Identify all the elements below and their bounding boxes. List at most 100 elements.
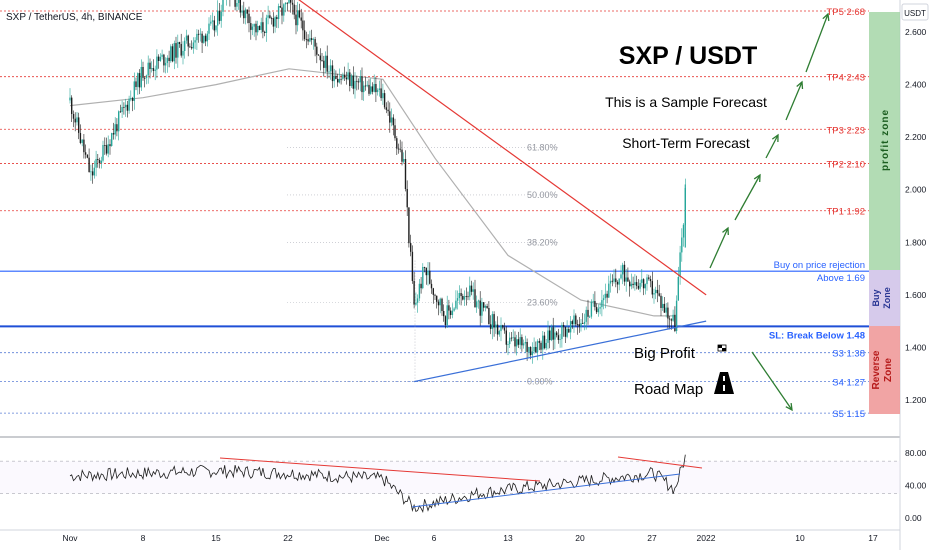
candle-body [514, 337, 516, 347]
candle-body [460, 293, 462, 297]
currency-button-label[interactable]: USDT [904, 9, 926, 18]
candle-body [507, 344, 509, 345]
forecast-line-1: This is a Sample Forecast [605, 94, 767, 110]
candle-body [104, 145, 106, 146]
candle-body [274, 17, 276, 27]
candle-body [361, 76, 363, 93]
candle-body [634, 282, 636, 285]
level-label: S5 1.15 [832, 409, 865, 420]
candle-body [616, 282, 619, 285]
candle-body [623, 264, 626, 282]
candle-body [592, 301, 594, 302]
level-label: TP4 2.43 [826, 73, 865, 84]
candle-body [145, 75, 148, 78]
currency-button[interactable] [901, 3, 929, 21]
reverse-zone-box [869, 326, 900, 414]
forecast-arrowhead [722, 226, 729, 236]
candle-body [171, 46, 174, 62]
candle-body [270, 18, 273, 19]
candle-body [307, 39, 309, 42]
forecast-arrowhead [822, 12, 830, 22]
candle-body [632, 283, 634, 285]
candle-body [672, 314, 674, 321]
forecast-arrow [765, 134, 779, 159]
time-axis[interactable]: Nov 8 15 22 Dec 6 13 20 27 2022 10 17 [62, 533, 878, 543]
candle-body [204, 35, 207, 42]
candle-body [337, 78, 339, 83]
candle-body [444, 316, 447, 325]
price-tick: 2.600 [905, 27, 927, 37]
candle-body [491, 314, 494, 329]
candle-body [477, 300, 480, 302]
candle-body [609, 280, 612, 284]
fib-label: 38.20% [527, 237, 558, 247]
candle-body [111, 133, 113, 146]
fib-levels: 100.00%61.80%50.00%38.20%23.60%0.00% [287, 143, 560, 387]
candle-body [211, 20, 214, 22]
candle-body [173, 43, 175, 62]
candle-body [368, 84, 370, 94]
candle-body [378, 88, 381, 90]
candle-body [387, 109, 389, 112]
candle-body [611, 280, 613, 282]
candle-body [295, 14, 297, 26]
candle-body [571, 321, 573, 325]
candle-body [456, 298, 459, 301]
candle-body [646, 277, 648, 285]
candle-body [533, 347, 535, 352]
candle-body [420, 283, 422, 289]
candle-body [196, 33, 198, 41]
rsi-support [411, 473, 681, 508]
candle-body [675, 300, 678, 331]
candle-body [93, 167, 95, 176]
rsi-axis[interactable]: 80.00 40.00 0.00 [905, 448, 927, 523]
buy-note: Buy on price rejection [774, 260, 865, 271]
price-tick: 1.400 [905, 342, 927, 352]
forecast-line-2: Short-Term Forecast [622, 135, 750, 151]
candle-body [439, 298, 441, 306]
candle-body [164, 62, 167, 66]
candle-body [578, 324, 580, 327]
candle-body [197, 33, 200, 35]
candle-body [264, 31, 266, 33]
candle-body [595, 307, 598, 313]
candle-body [526, 342, 528, 352]
big-profit-label: Big Profit [634, 345, 696, 362]
candle-body [170, 46, 172, 61]
candle-body [284, 2, 287, 5]
candle-body [328, 71, 330, 73]
time-tick: 6 [432, 533, 437, 543]
candle-body [408, 207, 410, 244]
candle-body [324, 55, 327, 68]
candle-body [140, 67, 142, 88]
candle-body [345, 77, 348, 80]
candle-body [528, 347, 530, 352]
candle-body [194, 40, 196, 43]
candle-body [401, 149, 403, 162]
candle-body [217, 10, 219, 26]
candle-body [406, 189, 408, 208]
candle-body [213, 20, 215, 31]
candle-body [342, 74, 344, 79]
candle-body [625, 277, 627, 282]
candle-body [192, 42, 195, 49]
forecast-arrow [785, 81, 803, 121]
candle-body [557, 335, 560, 340]
candle-body [682, 224, 685, 238]
candle-body [681, 237, 683, 253]
candle-body [662, 303, 664, 308]
candle-body [244, 9, 247, 19]
price-axis[interactable]: 2.600 2.400 2.200 2.000 1.800 1.600 1.400 1.200 [905, 27, 927, 405]
fib-label: 23.60% [527, 298, 558, 308]
candle-body [383, 93, 386, 108]
candle-body [561, 325, 563, 340]
candle-body [390, 117, 393, 123]
candle-body [465, 296, 467, 297]
time-tick: 2022 [697, 533, 716, 543]
candle-body [138, 73, 141, 88]
candle-body [281, 7, 283, 16]
candle-body [618, 278, 620, 285]
candle-body [267, 15, 269, 18]
candle-body [597, 308, 600, 313]
candle-body [137, 73, 139, 87]
